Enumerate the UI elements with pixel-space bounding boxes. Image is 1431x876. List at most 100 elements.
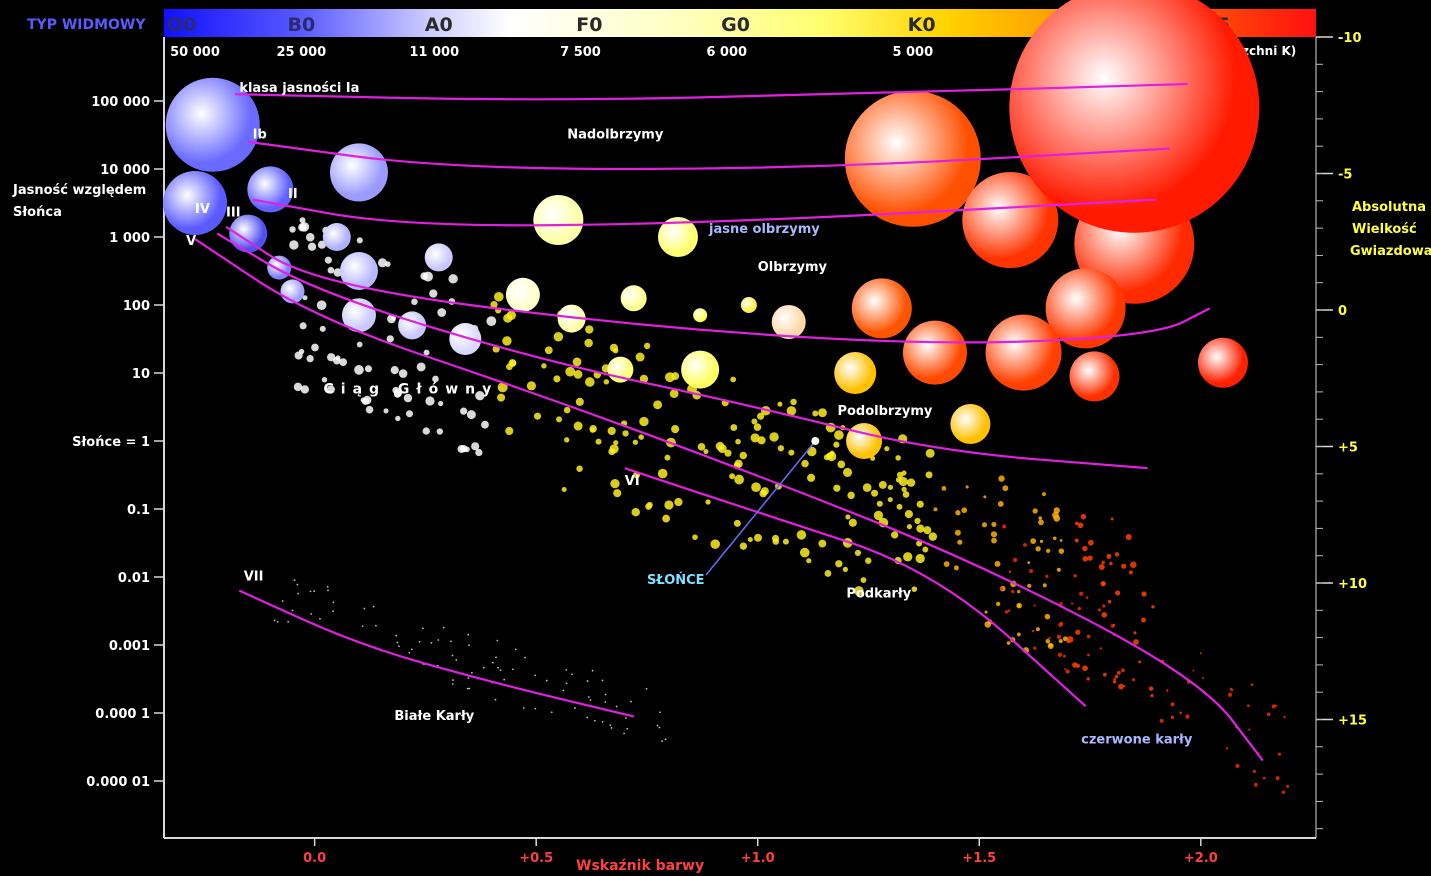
star-dot bbox=[365, 405, 374, 414]
star-dot bbox=[981, 522, 988, 528]
star-dot bbox=[790, 398, 797, 406]
star-bubble bbox=[902, 320, 967, 385]
red-dwarf-dot bbox=[1275, 776, 1280, 781]
star-dot bbox=[890, 531, 899, 539]
red-dwarf-dot bbox=[1179, 711, 1182, 715]
star-dot bbox=[436, 428, 444, 435]
white-dwarf-dot bbox=[422, 627, 424, 630]
star-dot bbox=[425, 396, 435, 406]
star-dot bbox=[1017, 590, 1021, 594]
star-dot bbox=[339, 358, 348, 367]
star-dot bbox=[422, 427, 430, 435]
star-dot bbox=[657, 468, 668, 479]
y-right-tick-label: +15 bbox=[1338, 714, 1367, 729]
star-dot bbox=[1148, 686, 1154, 691]
star-dot bbox=[1087, 539, 1094, 546]
star-dot bbox=[1002, 485, 1009, 492]
red-dwarf-dot bbox=[1170, 715, 1175, 719]
red-dwarf-dot bbox=[1123, 684, 1126, 688]
white-dwarf-dot bbox=[664, 738, 667, 741]
star-dot bbox=[438, 400, 444, 407]
luminosity-class-curve-ib bbox=[248, 140, 1170, 171]
star-dot bbox=[293, 382, 303, 392]
red-dwarf-dot bbox=[1113, 677, 1117, 681]
star-dot bbox=[739, 542, 748, 550]
star-dot bbox=[1052, 536, 1057, 541]
red-dwarf-dot bbox=[1011, 589, 1015, 594]
white-dwarf-dot bbox=[625, 717, 627, 719]
star-dot bbox=[327, 353, 336, 362]
white-dwarf-dot bbox=[571, 673, 573, 676]
star-dot bbox=[1087, 555, 1093, 561]
star-dot bbox=[812, 410, 819, 417]
star-dot bbox=[941, 486, 947, 491]
star-dot bbox=[984, 610, 988, 614]
white-dwarf-dot bbox=[430, 641, 433, 644]
temperature-tick-label: 50 000 bbox=[170, 45, 220, 60]
red-dwarf-dot bbox=[1286, 784, 1290, 788]
red-dwarf-dot bbox=[1250, 683, 1254, 687]
red-dwarf-dot bbox=[1071, 602, 1074, 605]
star-dot bbox=[497, 382, 508, 393]
white-dwarf-dot bbox=[297, 592, 300, 595]
star-dot bbox=[902, 491, 910, 498]
star-dot bbox=[911, 586, 918, 592]
white-dwarf-dot bbox=[524, 656, 526, 659]
star-dot bbox=[613, 440, 619, 446]
star-dot bbox=[1038, 516, 1043, 520]
star-dot bbox=[730, 376, 737, 383]
star-dot bbox=[847, 491, 855, 500]
red-dwarf-dot bbox=[1048, 636, 1051, 640]
luminosity-class-curve-iv bbox=[216, 232, 1148, 470]
white-dwarf-dot bbox=[659, 711, 661, 714]
red-dwarf-dot bbox=[1277, 752, 1282, 756]
star-dot bbox=[1027, 561, 1031, 565]
white-dwarf-dot bbox=[661, 740, 663, 743]
star-dot bbox=[1075, 629, 1081, 635]
white-dwarf-dot bbox=[450, 640, 452, 643]
sun-marker bbox=[811, 437, 820, 445]
white-dwarf-dot bbox=[586, 716, 589, 719]
red-dwarf-dot bbox=[1235, 763, 1240, 768]
star-dot bbox=[996, 601, 1001, 607]
star-dot bbox=[1027, 583, 1032, 588]
star-dot bbox=[771, 534, 780, 542]
red-dwarf-dot bbox=[1012, 557, 1018, 563]
star-dot bbox=[609, 343, 619, 352]
star-dot bbox=[739, 451, 748, 460]
star-dot bbox=[486, 316, 497, 327]
star-dot bbox=[299, 217, 306, 224]
star-dot bbox=[733, 519, 741, 527]
star-dot bbox=[429, 289, 438, 298]
white-dwarf-dot bbox=[609, 724, 612, 727]
star-dot bbox=[835, 560, 843, 568]
y-left-tick-label: 0.000 01 bbox=[86, 775, 150, 790]
star-dot bbox=[669, 389, 679, 399]
star-dot bbox=[607, 426, 616, 436]
y-left-tick-label: 1 000 bbox=[109, 231, 150, 246]
white-dwarf-dot bbox=[361, 625, 364, 628]
spectral-type-label: B0 bbox=[288, 14, 316, 36]
star-dot bbox=[564, 437, 570, 443]
white-dwarf-dot bbox=[591, 669, 594, 672]
star-dot bbox=[490, 300, 498, 309]
star-dot bbox=[903, 552, 913, 562]
luminosity-class-curve-vii bbox=[238, 589, 634, 718]
star-dot bbox=[1150, 693, 1154, 698]
star-dot bbox=[788, 449, 795, 456]
red-dwarf-dot bbox=[1253, 782, 1258, 787]
luminosity-class-curves bbox=[194, 82, 1264, 762]
sun-pointer-line bbox=[705, 440, 816, 576]
star-dot bbox=[300, 385, 310, 394]
star-dot bbox=[1042, 583, 1047, 588]
star-dot bbox=[837, 460, 846, 469]
star-bubble bbox=[740, 297, 757, 313]
star-dot bbox=[801, 459, 809, 468]
star-dot bbox=[589, 427, 596, 433]
star-bubble bbox=[844, 90, 981, 227]
red-dwarf-dot bbox=[1192, 669, 1195, 672]
white-dwarf-dot bbox=[467, 633, 470, 636]
red-dwarf-dot bbox=[1004, 610, 1009, 614]
